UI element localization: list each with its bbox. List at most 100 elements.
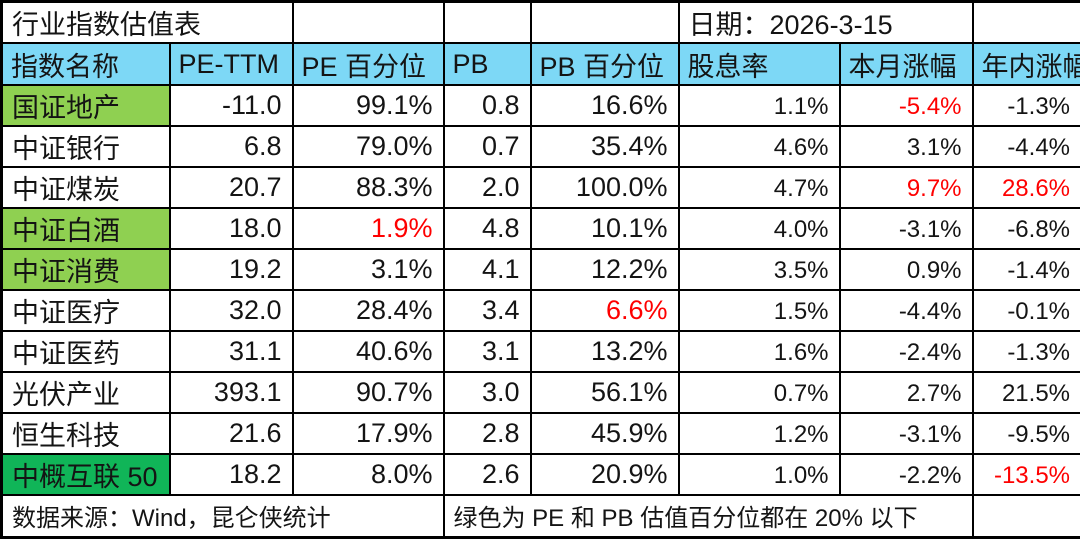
value-cell: -4.4% <box>840 290 973 331</box>
value-cell: 1.6% <box>679 331 840 372</box>
value-cell: 45.9% <box>531 413 679 454</box>
empty-cell <box>293 2 444 44</box>
value-cell: 17.9% <box>293 413 444 454</box>
column-header: PE 百分位 <box>293 43 444 85</box>
value-cell: -5.4% <box>840 85 973 126</box>
value-cell: -13.5% <box>973 454 1080 495</box>
value-cell: 19.2 <box>170 249 293 290</box>
date-label: 日期：2026-3-15 <box>679 2 973 44</box>
column-header: PE-TTM <box>170 43 293 85</box>
index-name-cell: 中证白酒 <box>2 208 170 249</box>
value-cell: -1.3% <box>973 85 1080 126</box>
data-source-note: 数据来源：Wind，昆仑侠统计 <box>2 495 444 537</box>
value-cell: 3.5% <box>679 249 840 290</box>
value-cell: 13.2% <box>531 331 679 372</box>
value-cell: 3.4 <box>444 290 531 331</box>
page-title: 行业指数估值表 <box>2 2 293 44</box>
value-cell: -4.4% <box>973 126 1080 167</box>
column-header: 年内涨幅 <box>973 43 1080 85</box>
value-cell: 0.7 <box>444 126 531 167</box>
value-cell: 21.6 <box>170 413 293 454</box>
value-cell: -3.1% <box>840 208 973 249</box>
value-cell: -11.0 <box>170 85 293 126</box>
value-cell: 99.1% <box>293 85 444 126</box>
value-cell: 18.2 <box>170 454 293 495</box>
value-cell: 0.7% <box>679 372 840 413</box>
footer-row: 数据来源：Wind，昆仑侠统计 绿色为 PE 和 PB 估值百分位都在 20% … <box>2 495 1080 537</box>
value-cell: 4.1 <box>444 249 531 290</box>
title-row: 行业指数估值表 日期：2026-3-15 <box>2 2 1080 44</box>
value-cell: -1.3% <box>973 331 1080 372</box>
value-cell: 20.7 <box>170 167 293 208</box>
value-cell: 79.0% <box>293 126 444 167</box>
value-cell: 90.7% <box>293 372 444 413</box>
column-header: 股息率 <box>679 43 840 85</box>
value-cell: 6.6% <box>531 290 679 331</box>
value-cell: 1.5% <box>679 290 840 331</box>
value-cell: 56.1% <box>531 372 679 413</box>
value-cell: 8.0% <box>293 454 444 495</box>
value-cell: 3.1% <box>293 249 444 290</box>
value-cell: -2.4% <box>840 331 973 372</box>
value-cell: 1.0% <box>679 454 840 495</box>
value-cell: 32.0 <box>170 290 293 331</box>
index-name-cell: 光伏产业 <box>2 372 170 413</box>
value-cell: 4.6% <box>679 126 840 167</box>
index-name-cell: 中证医疗 <box>2 290 170 331</box>
value-cell: 16.6% <box>531 85 679 126</box>
empty-cell <box>444 2 531 44</box>
value-cell: 2.6 <box>444 454 531 495</box>
value-cell: 4.0% <box>679 208 840 249</box>
value-cell: 12.2% <box>531 249 679 290</box>
value-cell: 3.0 <box>444 372 531 413</box>
index-name-cell: 中证医药 <box>2 331 170 372</box>
green-legend-note: 绿色为 PE 和 PB 估值百分位都在 20% 以下 <box>444 495 973 537</box>
value-cell: -0.1% <box>973 290 1080 331</box>
value-cell: 0.8 <box>444 85 531 126</box>
value-cell: -1.4% <box>973 249 1080 290</box>
value-cell: 28.4% <box>293 290 444 331</box>
value-cell: -2.2% <box>840 454 973 495</box>
column-header: PB <box>444 43 531 85</box>
value-cell: 31.1 <box>170 331 293 372</box>
value-cell: 393.1 <box>170 372 293 413</box>
index-name-cell: 中证银行 <box>2 126 170 167</box>
value-cell: 20.9% <box>531 454 679 495</box>
value-cell: 2.0 <box>444 167 531 208</box>
value-cell: 88.3% <box>293 167 444 208</box>
value-cell: 4.8 <box>444 208 531 249</box>
value-cell: 3.1 <box>444 331 531 372</box>
value-cell: -3.1% <box>840 413 973 454</box>
empty-cell <box>973 495 1080 537</box>
value-cell: 18.0 <box>170 208 293 249</box>
value-cell: 35.4% <box>531 126 679 167</box>
value-cell: 9.7% <box>840 167 973 208</box>
value-cell: 28.6% <box>973 167 1080 208</box>
value-cell: 10.1% <box>531 208 679 249</box>
index-name-cell: 中证消费 <box>2 249 170 290</box>
value-cell: 4.7% <box>679 167 840 208</box>
value-cell: -6.8% <box>973 208 1080 249</box>
value-cell: -9.5% <box>973 413 1080 454</box>
value-cell: 1.2% <box>679 413 840 454</box>
value-cell: 0.9% <box>840 249 973 290</box>
index-name-cell: 中证煤炭 <box>2 167 170 208</box>
column-header: PB 百分位 <box>531 43 679 85</box>
index-name-cell: 中概互联 50 <box>2 454 170 495</box>
value-cell: 1.9% <box>293 208 444 249</box>
column-header: 本月涨幅 <box>840 43 973 85</box>
value-cell: 100.0% <box>531 167 679 208</box>
index-name-cell: 恒生科技 <box>2 413 170 454</box>
value-cell: 3.1% <box>840 126 973 167</box>
value-cell: 2.7% <box>840 372 973 413</box>
